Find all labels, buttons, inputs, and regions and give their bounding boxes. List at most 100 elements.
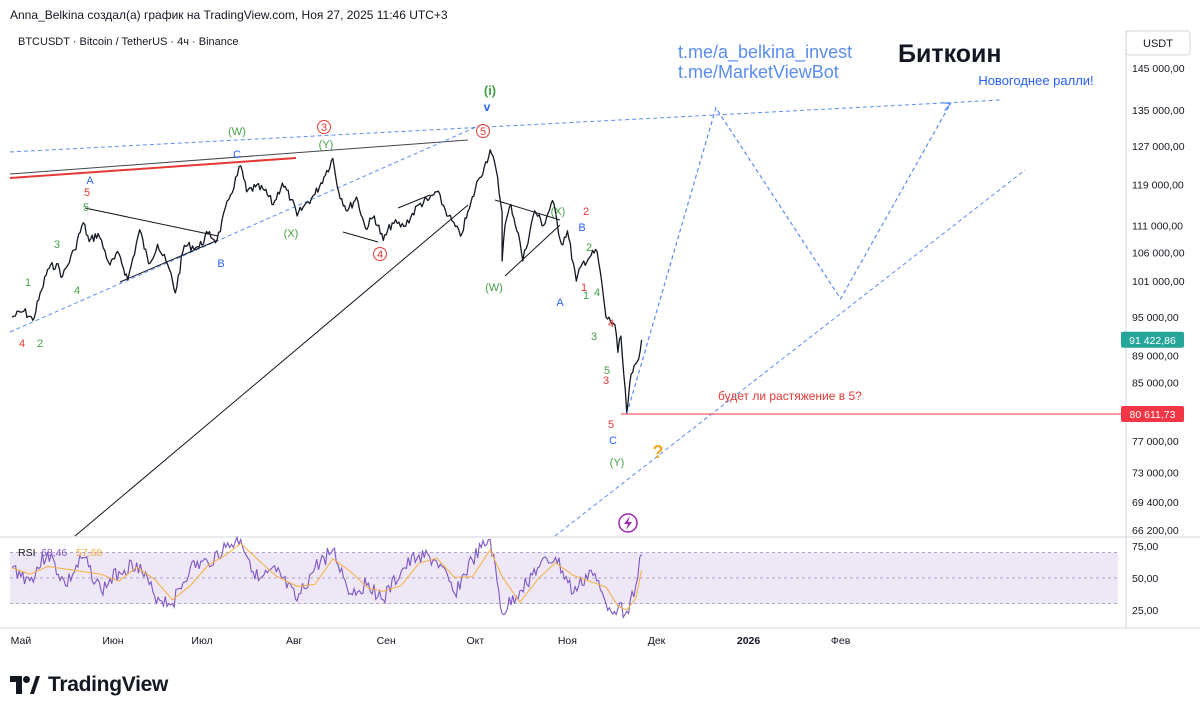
rsi-ma-line bbox=[11, 542, 643, 611]
tradingview-logo-icon bbox=[10, 676, 40, 694]
rsi-label: RSI bbox=[18, 547, 36, 559]
dashed-upper-line bbox=[9, 99, 1001, 153]
annotation-label: 4 bbox=[608, 318, 614, 330]
y-tick-label: 119 000,00 bbox=[1132, 179, 1184, 191]
wave-circle-icon bbox=[317, 120, 331, 134]
annotation-label: 2 bbox=[583, 206, 589, 218]
wedge-top bbox=[397, 194, 431, 209]
x-tick-label: Авг bbox=[286, 635, 303, 647]
y-tick-label: 106 000,00 bbox=[1132, 248, 1185, 260]
annotation-label: 5 bbox=[83, 202, 89, 214]
chart-title: Биткоин bbox=[898, 40, 1002, 68]
annotation-label: 2 bbox=[586, 242, 592, 254]
annotation-label: 4 bbox=[594, 287, 600, 299]
triangle-bottom bbox=[119, 239, 219, 283]
annotation-label: B bbox=[578, 222, 585, 234]
annotation-label: 3 bbox=[603, 375, 609, 387]
annotation-label: A bbox=[86, 175, 94, 187]
x-tick-label: Июн bbox=[102, 635, 123, 647]
annotation-label: (i) bbox=[484, 83, 496, 98]
wedge-bottom bbox=[342, 231, 379, 243]
x-tick-label: Сен bbox=[377, 635, 396, 647]
price-tag-current-text: 91 422,86 bbox=[1129, 335, 1176, 347]
annotation-label: ? bbox=[653, 442, 664, 462]
triangle-top bbox=[84, 207, 219, 237]
wave-annotations: Новогоднее ралли! будет ли растяжение в 5… bbox=[19, 73, 1094, 469]
annotation-label: 5 bbox=[604, 365, 610, 377]
annotation-label: 2 bbox=[37, 338, 43, 350]
wave-circle-icon bbox=[476, 124, 490, 138]
triangle2-bottom bbox=[504, 224, 561, 277]
annotation-label: 5 bbox=[84, 187, 90, 199]
x-tick-label: Май bbox=[11, 635, 32, 647]
price-line bbox=[11, 149, 643, 415]
projection-series bbox=[626, 101, 952, 415]
annotation-label: (Y) bbox=[610, 457, 625, 469]
rsi-tick-label: 50,00 bbox=[1132, 573, 1158, 585]
telegram-link-1: t.me/a_belkina_invest bbox=[678, 42, 852, 63]
price-tag-current bbox=[1121, 331, 1184, 348]
footer-brand: TradingView bbox=[48, 673, 169, 696]
annotation-label: (X) bbox=[551, 206, 566, 218]
x-tick-label: Июл bbox=[191, 635, 212, 647]
y-tick-label: 127 000,00 bbox=[1132, 141, 1185, 153]
grid bbox=[0, 30, 1200, 629]
y-tick-label: 89 000,00 bbox=[1132, 351, 1179, 363]
annotation-label: v bbox=[484, 100, 491, 114]
chart-attribution: Anna_Belkina создал(а) график на Trading… bbox=[10, 8, 448, 22]
x-tick-label: Дек bbox=[648, 635, 666, 647]
y-tick-label: 85 000,00 bbox=[1132, 378, 1179, 390]
dashed-wave-line bbox=[9, 123, 484, 333]
annotation-label: 3 bbox=[54, 239, 60, 251]
wave-circle-icon bbox=[373, 247, 387, 261]
long-support-line bbox=[74, 204, 469, 537]
telegram-link-2: t.me/MarketViewBot bbox=[678, 62, 839, 82]
annotation-label: 3 bbox=[591, 331, 597, 343]
x-tick-label: Ноя bbox=[558, 635, 577, 647]
rsi-panel: RSI 68,46 57,68 bbox=[10, 535, 1118, 620]
annotation-label: C bbox=[233, 149, 241, 161]
y-tick-label: 66 200,00 bbox=[1132, 525, 1179, 537]
y-tick-label: 101 000,00 bbox=[1132, 276, 1185, 288]
price-series bbox=[11, 149, 643, 415]
annotation-label: 1 bbox=[581, 282, 587, 294]
rsi-value: 68,46 bbox=[41, 547, 67, 559]
triangle2-top bbox=[494, 199, 561, 221]
x-tick-label: 2026 bbox=[737, 635, 761, 647]
channel-line-top bbox=[9, 139, 469, 175]
trend-lines bbox=[9, 99, 1026, 537]
chart-texts: BTCUSDT · Bitcoin / TetherUS · 4ч · Bina… bbox=[18, 36, 1002, 533]
rsi-tick-label: 75,00 bbox=[1132, 541, 1158, 553]
lightning-bolt-icon bbox=[624, 516, 632, 530]
annotation-label: (W) bbox=[228, 126, 246, 138]
footer: TradingView bbox=[10, 672, 168, 698]
y-tick-label: 73 000,00 bbox=[1132, 467, 1179, 479]
annotation-label: A bbox=[556, 297, 564, 309]
rsi-line bbox=[11, 535, 643, 620]
y-axis: 145 000,00 135 000,00 127 000,00 119 000,00… bbox=[1121, 30, 1191, 617]
y-tick-label: 111 000,00 bbox=[1132, 220, 1183, 232]
rsi-tick-label: 25,00 bbox=[1132, 605, 1158, 617]
annotation-label: будет ли растяжение в 5? bbox=[718, 389, 862, 403]
annotation-label: 1 bbox=[583, 290, 589, 302]
rsi-ma-value: 57,68 bbox=[76, 547, 102, 559]
dashed-lower-line bbox=[554, 169, 1026, 537]
annotation-label: 4 bbox=[377, 249, 383, 261]
annotation-label: 3 bbox=[321, 122, 327, 134]
annotation-label: 5 bbox=[480, 126, 486, 138]
x-axis: Май Июн Июл Авг Сен Окт Ноя Дек 2026 Фев bbox=[11, 635, 851, 647]
annotation-label: 4 bbox=[74, 285, 80, 297]
y-tick-label: 95 000,00 bbox=[1132, 312, 1179, 324]
annotation-label: (W) bbox=[485, 282, 503, 294]
projection-line bbox=[626, 103, 952, 415]
price-tag-level bbox=[1121, 405, 1184, 422]
annotation-label: Новогоднее ралли! bbox=[978, 73, 1093, 88]
x-tick-label: Окт bbox=[466, 635, 484, 647]
currency-label: USDT bbox=[1143, 38, 1173, 50]
currency-box bbox=[1125, 30, 1191, 56]
annotation-label: 5 bbox=[608, 419, 614, 431]
annotation-label: C bbox=[609, 435, 617, 447]
x-tick-label: Фев bbox=[831, 635, 851, 647]
y-tick-label: 145 000,00 bbox=[1132, 63, 1185, 75]
